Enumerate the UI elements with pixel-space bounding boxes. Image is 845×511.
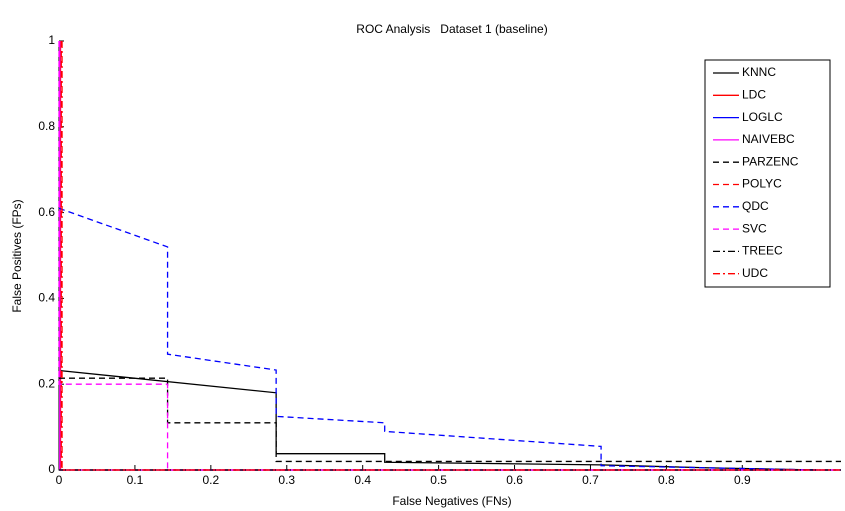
legend-label: TREEC [742, 244, 783, 258]
series-line [61, 41, 841, 471]
series-line [60, 41, 841, 471]
legend-label: LDC [742, 87, 766, 101]
x-tick-label: 0.1 [127, 473, 144, 487]
y-axis-label: False Positives (FPs) [10, 199, 24, 312]
x-tick-label: 0.4 [354, 473, 371, 487]
x-tick-label: 0.7 [582, 473, 599, 487]
series-line [58, 207, 819, 471]
x-tick-label: 0.6 [506, 473, 523, 487]
legend-label: PARZENC [742, 154, 799, 168]
x-tick-label: 0.5 [430, 473, 447, 487]
y-tick-label: 0 [48, 462, 55, 476]
x-tick-label: 0 [56, 473, 63, 487]
y-tick-label: 0.8 [38, 119, 55, 133]
y-tick-label: 1 [48, 33, 55, 47]
legend-label: UDC [742, 266, 768, 280]
x-tick-label: 0.2 [203, 473, 220, 487]
legend-label: LOGLC [742, 110, 783, 124]
y-tick-label: 0.4 [38, 291, 55, 305]
legend-label: POLYC [742, 177, 782, 191]
x-tick-label: 0.3 [278, 473, 295, 487]
legend-label: KNNC [742, 65, 776, 79]
legend-label: NAIVEBC [742, 132, 795, 146]
x-axis-label: False Negatives (FNs) [392, 494, 511, 508]
x-tick-label: 0.9 [734, 473, 751, 487]
series-line [59, 377, 841, 463]
y-tick-label: 0.2 [38, 376, 55, 390]
x-tick-label: 0.8 [658, 473, 675, 487]
legend-box [704, 59, 831, 288]
legend-label: SVC [742, 221, 767, 235]
legend-label: QDC [742, 199, 769, 213]
y-tick-label: 0.6 [38, 205, 55, 219]
chart-title: ROC Analysis Dataset 1 (baseline) [356, 22, 547, 36]
